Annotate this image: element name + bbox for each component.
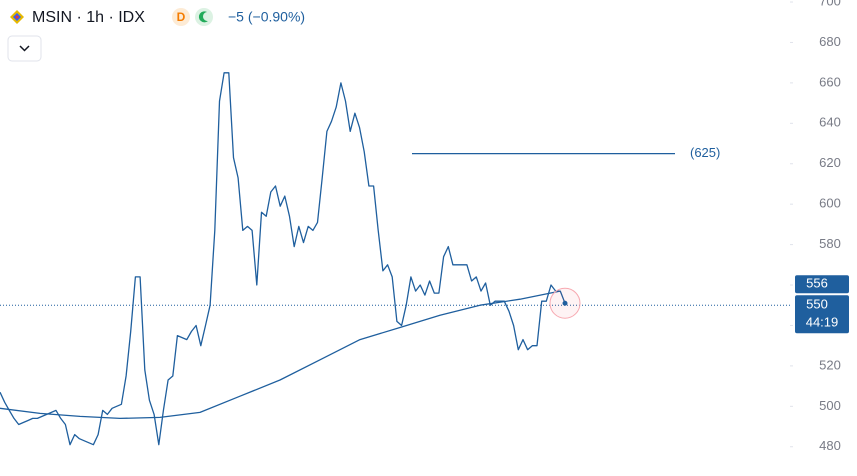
y-tick-label: 640 — [819, 115, 841, 130]
last-point — [562, 300, 568, 306]
chart-title: MSIN · 1h · IDX — [32, 9, 145, 26]
badge-bg — [172, 8, 190, 26]
session-icon — [195, 8, 213, 26]
y-tick-label: 480 — [819, 438, 841, 453]
ma-tag-bg — [795, 275, 849, 294]
y-tick-label: 500 — [819, 398, 841, 413]
price-line — [0, 72, 566, 446]
moving-average-line — [0, 290, 561, 420]
price-tag-bg — [795, 295, 849, 334]
level-label: (625) — [690, 145, 720, 160]
moon — [198, 11, 208, 23]
ma-tag: 556 — [806, 276, 828, 291]
badge: D — [177, 10, 186, 24]
countdown: 44:19 — [806, 315, 839, 330]
y-tick-label: 580 — [819, 236, 841, 251]
y-tick-label: 700 — [819, 0, 841, 8]
collapse-button[interactable] — [7, 35, 42, 62]
price-tag: 550 — [806, 297, 828, 312]
y-tick-label: 620 — [819, 155, 841, 170]
y-tick-label: 520 — [819, 357, 841, 372]
y-tick-label: 660 — [819, 74, 841, 89]
change: −5 (−0.90%) — [228, 9, 305, 25]
y-tick-label: 680 — [819, 34, 841, 49]
symbol-icon — [10, 10, 24, 24]
y-tick-label: 600 — [819, 196, 841, 211]
